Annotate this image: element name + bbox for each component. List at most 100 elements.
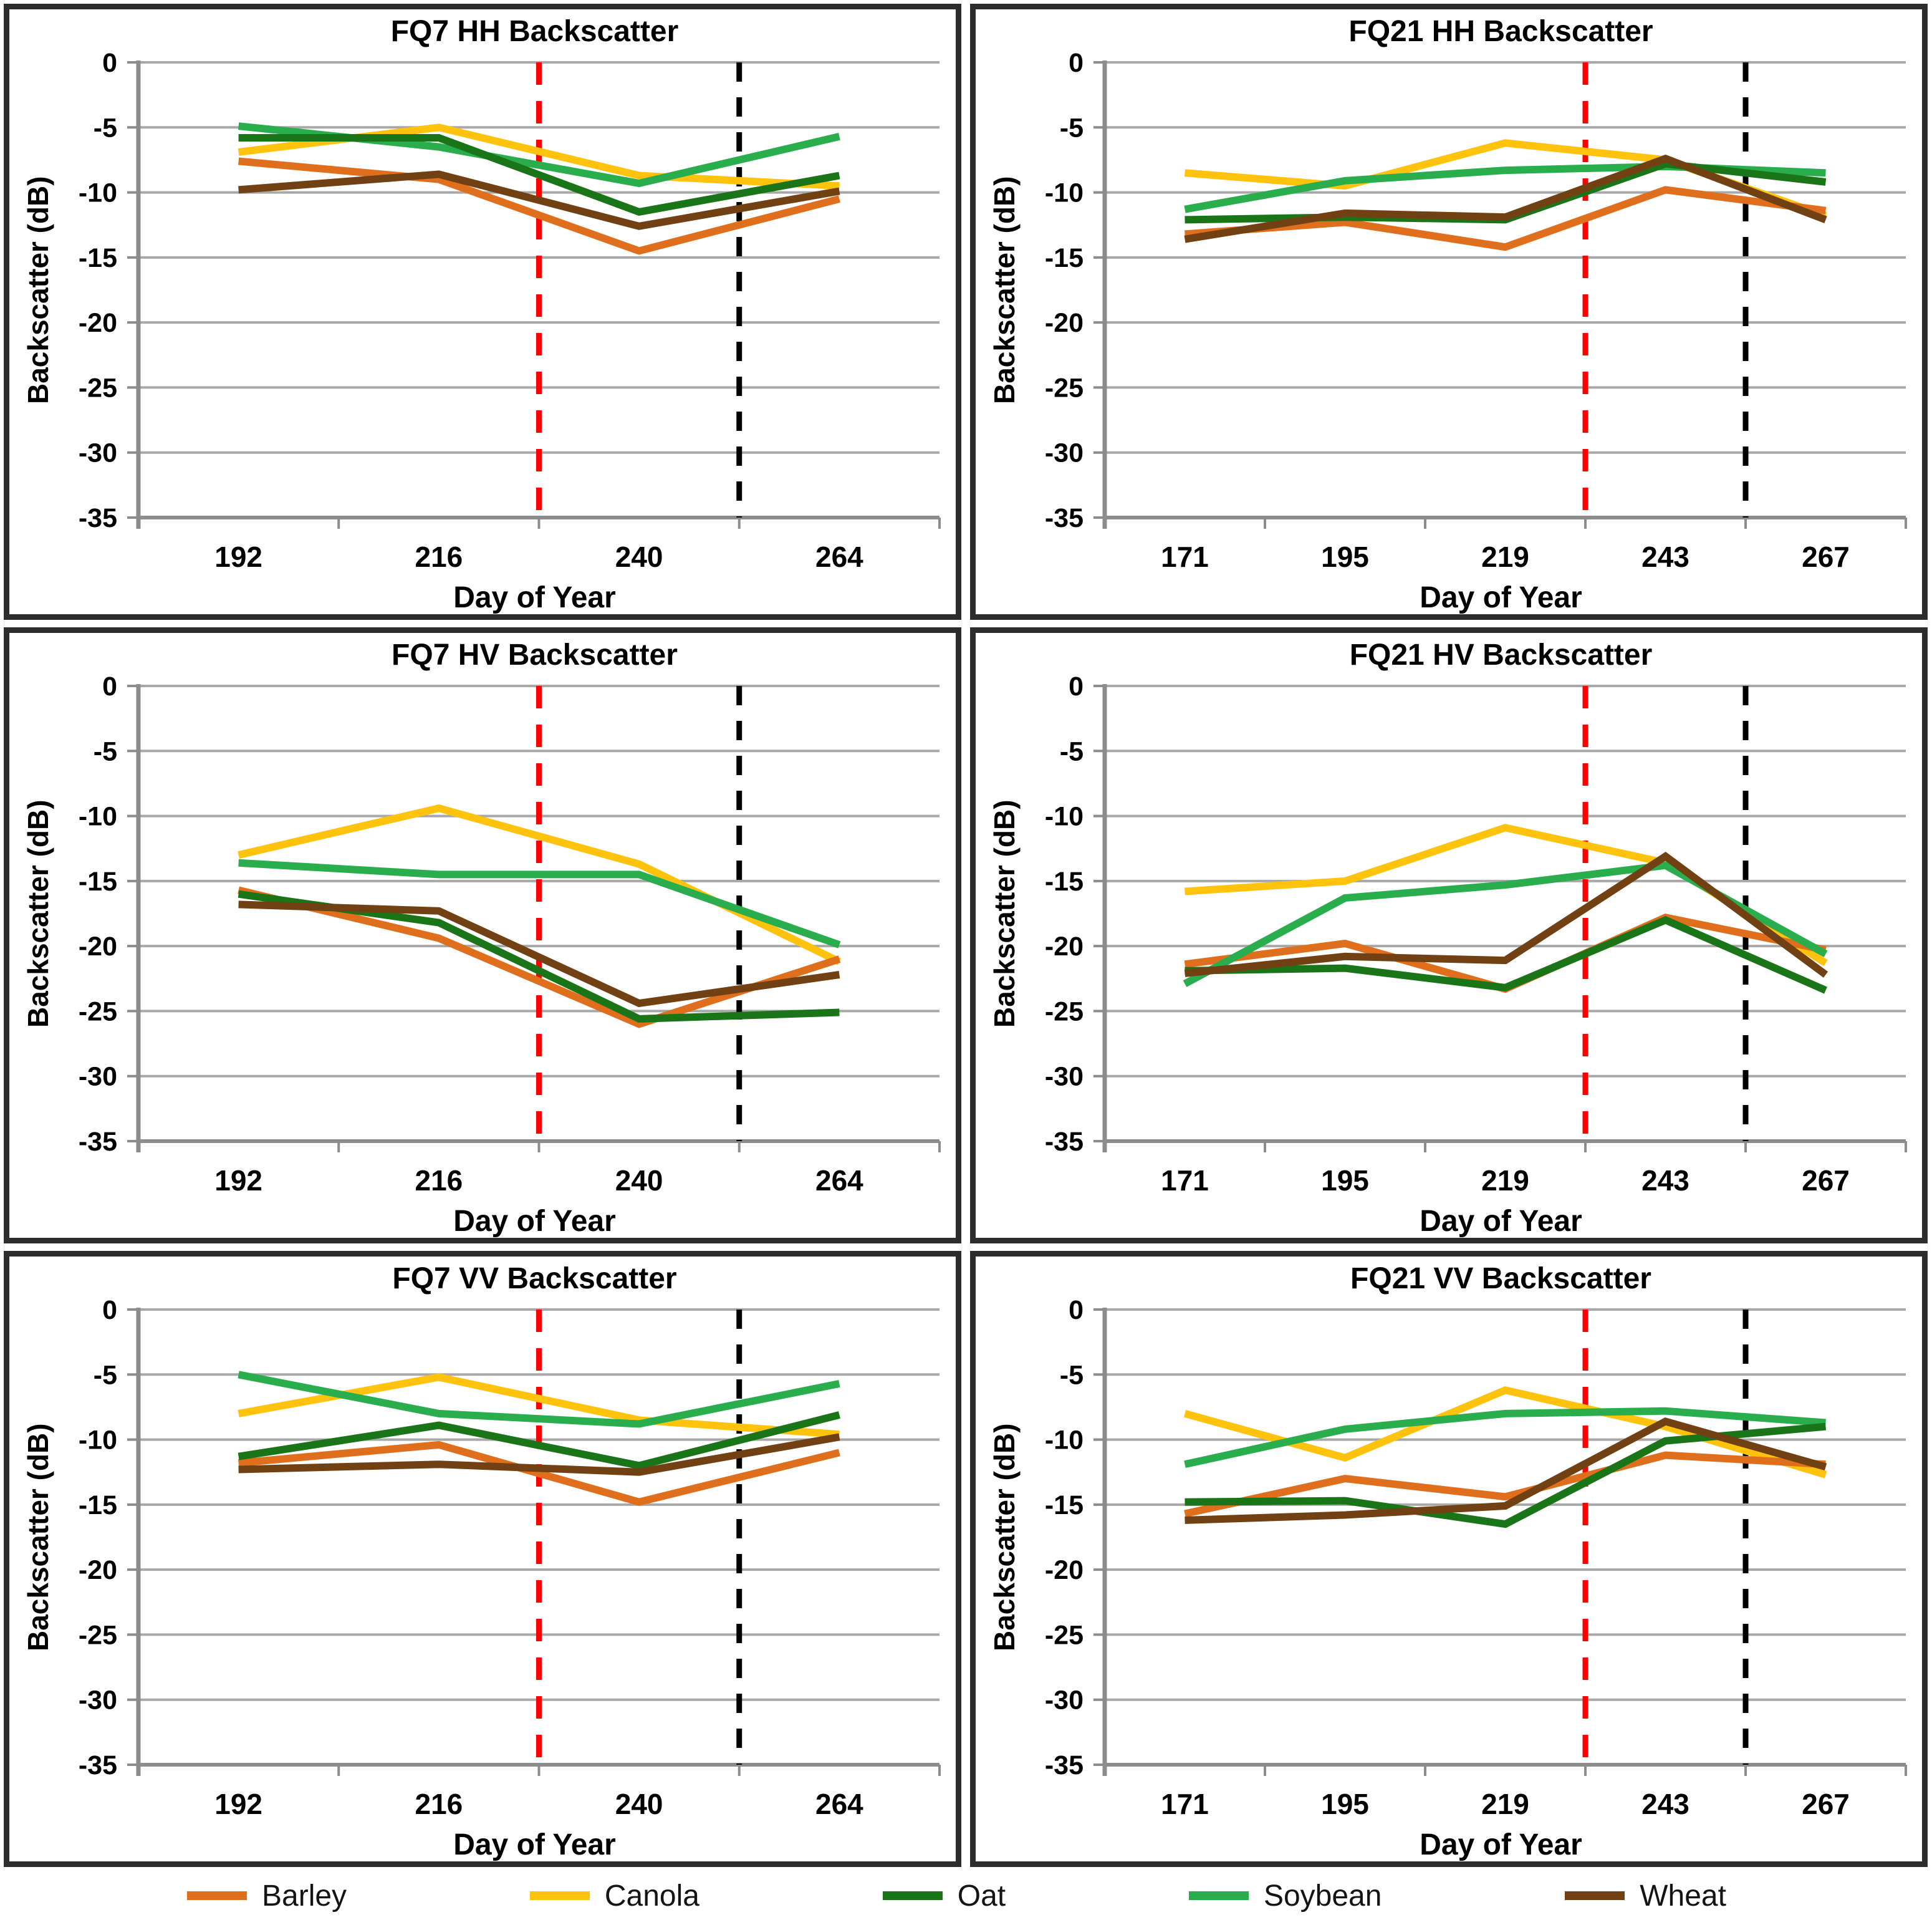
- x-axis-title: Day of Year: [1420, 1828, 1582, 1861]
- x-tick-label: 264: [815, 1164, 863, 1197]
- series-line-wheat: [238, 1433, 840, 1476]
- panel-fq21-hh: FQ21 HH Backscatter Backscatter (dB) 0 -5…: [970, 4, 1928, 620]
- x-tick-label: 243: [1641, 1164, 1689, 1197]
- chart-title: FQ21 HH Backscatter: [1348, 15, 1653, 48]
- panel-fq7-vv: FQ7 VV Backscatter Backscatter (dB) 0 -5 -…: [4, 1251, 961, 1867]
- chart-title: FQ7 HV Backscatter: [392, 639, 678, 672]
- x-tick-label: 240: [615, 1164, 663, 1197]
- y-tick-label: -10: [1045, 802, 1084, 832]
- x-tick-label: 195: [1321, 1788, 1369, 1820]
- y-tick-label: -10: [1045, 178, 1084, 208]
- y-tick-label: 0: [102, 1295, 117, 1325]
- legend-item-oat: Oat: [882, 1879, 1006, 1913]
- legend: Barley Canola Oat Soybean Wheat: [0, 1867, 1932, 1924]
- y-tick-label: -20: [79, 1555, 117, 1585]
- legend-swatch-soybean: [1188, 1891, 1249, 1900]
- x-tick-label: 219: [1481, 1164, 1529, 1197]
- x-tick-label: 219: [1481, 541, 1529, 573]
- y-tick-label: -25: [1045, 996, 1084, 1026]
- y-tick-label: 0: [102, 48, 117, 78]
- series-line-canola: [1185, 824, 1828, 967]
- series-line-barley: [1184, 1451, 1826, 1518]
- series-line-oat: [1185, 915, 1827, 994]
- y-tick-label: -10: [79, 178, 117, 208]
- x-tick-label: 264: [815, 541, 863, 573]
- x-axis-title: Day of Year: [1420, 581, 1582, 614]
- legend-item-canola: Canola: [529, 1879, 699, 1913]
- series-line-soybean: [1184, 1407, 1826, 1469]
- series-line-barley: [238, 157, 840, 255]
- x-tick-label: 267: [1802, 1788, 1850, 1820]
- y-tick-label: -20: [1045, 1555, 1084, 1585]
- panel-fq21-hv: FQ21 HV Backscatter Backscatter (dB) 0 -5…: [970, 627, 1928, 1243]
- y-tick-label: -10: [79, 1426, 117, 1455]
- x-axis-title: Day of Year: [453, 1205, 616, 1238]
- chart-plot-fq21-hv: 0 -5 -10 -15 -20 -25 -30 -35 171 195 219 243 267: [1045, 672, 1907, 1197]
- y-tick-label: 0: [102, 672, 117, 702]
- x-tick-label: 192: [214, 541, 262, 573]
- x-axis-title: Day of Year: [453, 581, 616, 614]
- x-axis-title: Day of Year: [453, 1828, 616, 1861]
- y-tick-label: -15: [79, 243, 117, 273]
- y-tick-label: -5: [1060, 113, 1084, 143]
- y-tick-label: -25: [79, 373, 117, 403]
- y-tick-label: -30: [1045, 438, 1084, 468]
- legend-label-wheat: Wheat: [1640, 1879, 1726, 1913]
- series-line-oat: [238, 134, 840, 216]
- y-tick-label: 0: [1069, 48, 1084, 78]
- panel-fq7-hv: FQ7 HV Backscatter Backscatter (dB) 0 -5 -…: [4, 627, 961, 1243]
- chart-plot-fq21-vv: 0 -5 -10 -15 -20 -25 -30 -35 171 195 219 243 267: [1045, 1295, 1907, 1820]
- y-axis-title: Backscatter (dB): [988, 1423, 1021, 1651]
- chart-plot-fq21-hh: 0 -5 -10 -15 -20 -25 -30 -35 171 195 219 243 267: [1045, 48, 1907, 573]
- chart-plot-fq7-hh: 0 -5 -10 -15 -20 -25 -30 -35 192 216 240 264: [79, 48, 941, 573]
- y-tick-label: -15: [1045, 1490, 1084, 1520]
- x-axis-title: Day of Year: [1420, 1205, 1582, 1238]
- y-tick-label: -35: [79, 503, 117, 533]
- y-tick-label: -30: [1045, 1686, 1084, 1715]
- series-line-wheat: [1184, 154, 1827, 243]
- series-line-wheat: [238, 170, 840, 230]
- x-tick-label: 171: [1161, 541, 1209, 573]
- x-tick-label: 216: [415, 541, 463, 573]
- backscatter-chart-grid: FQ7 HH Backscatter Backscatter (dB) 0 -5 -…: [4, 4, 1928, 1867]
- series-line-barley: [238, 1440, 840, 1506]
- chart-plot-fq7-vv: 0 -5 -10 -15 -20 -25 -30 -35 192 216 240 264: [79, 1295, 941, 1820]
- y-tick-label: -30: [1045, 1062, 1084, 1092]
- x-tick-label: 240: [615, 541, 663, 573]
- x-tick-label: 240: [615, 1788, 663, 1820]
- y-tick-label: -35: [1045, 1127, 1084, 1157]
- y-tick-label: -35: [1045, 503, 1084, 533]
- series-line-wheat: [1184, 851, 1829, 978]
- y-axis-title: Backscatter (dB): [22, 799, 54, 1028]
- x-tick-label: 243: [1641, 1788, 1689, 1820]
- y-tick-label: -10: [1045, 1426, 1084, 1455]
- y-tick-label: -15: [79, 1490, 117, 1520]
- x-tick-label: 192: [214, 1788, 262, 1820]
- chart-plot-fq7-hv: 0 -5 -10 -15 -20 -25 -30 -35 192 216 240 264: [79, 672, 941, 1197]
- series-line-barley: [1185, 186, 1827, 251]
- y-tick-label: 0: [1069, 1295, 1084, 1325]
- legend-swatch-oat: [882, 1891, 943, 1900]
- x-tick-label: 264: [815, 1788, 863, 1820]
- legend-swatch-barley: [187, 1891, 247, 1900]
- panel-fq7-hh: FQ7 HH Backscatter Backscatter (dB) 0 -5 -…: [4, 4, 961, 620]
- y-axis-title: Backscatter (dB): [988, 176, 1021, 404]
- y-tick-label: -20: [79, 932, 117, 962]
- y-tick-label: -25: [79, 996, 117, 1026]
- chart-title: FQ21 VV Backscatter: [1350, 1262, 1651, 1295]
- legend-label-canola: Canola: [604, 1879, 699, 1913]
- y-tick-label: -20: [1045, 308, 1084, 338]
- x-tick-label: 267: [1802, 541, 1850, 573]
- x-tick-label: 171: [1161, 1788, 1209, 1820]
- legend-label-soybean: Soybean: [1263, 1879, 1382, 1913]
- x-tick-label: 216: [415, 1164, 463, 1197]
- series-line-soybean: [238, 859, 841, 948]
- y-tick-label: 0: [1069, 672, 1084, 702]
- legend-item-wheat: Wheat: [1565, 1879, 1726, 1913]
- y-tick-label: -5: [94, 113, 117, 143]
- legend-label-oat: Oat: [957, 1879, 1006, 1913]
- x-tick-label: 219: [1481, 1788, 1529, 1820]
- y-tick-label: -20: [1045, 932, 1084, 962]
- series-line-wheat: [1185, 1417, 1827, 1524]
- y-tick-label: -15: [1045, 243, 1084, 273]
